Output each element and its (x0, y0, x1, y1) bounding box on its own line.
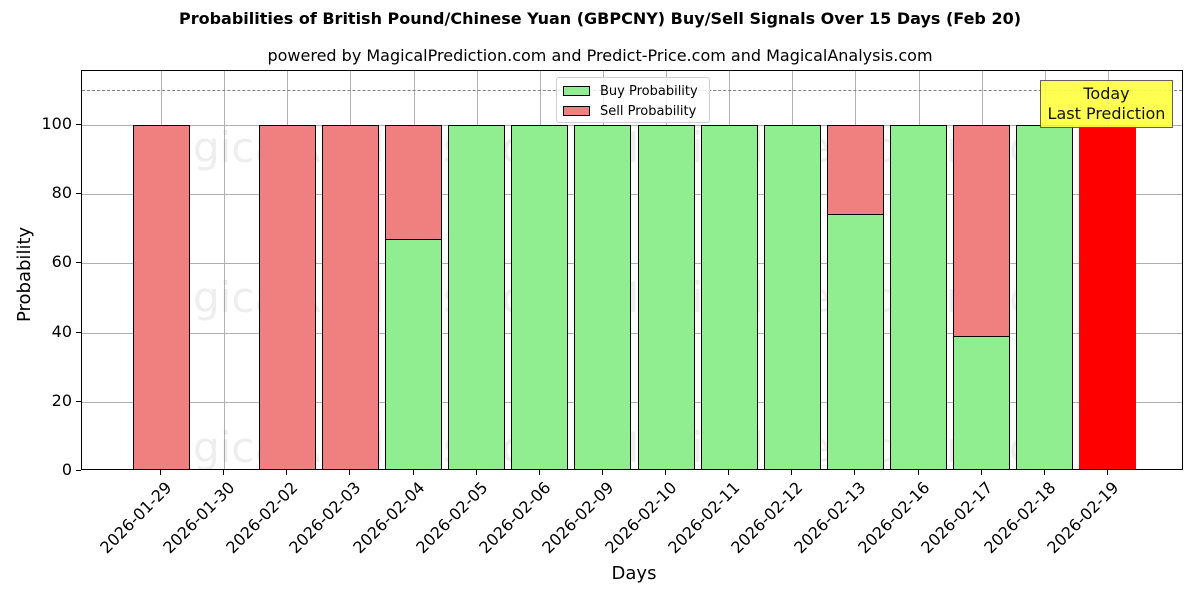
y-tick-mark (76, 331, 81, 333)
legend: Buy Probability Sell Probability (556, 77, 710, 123)
y-tick-mark (76, 262, 81, 264)
x-tick-mark (349, 470, 351, 475)
x-tick-mark (160, 470, 161, 475)
chart-title: Probabilities of British Pound/Chinese Y… (178, 9, 1022, 28)
bar-buy-segment (574, 124, 632, 469)
buy-swatch-icon (563, 86, 590, 96)
bar-sell-segment (826, 124, 884, 215)
x-tick-mark (917, 470, 919, 475)
y-tick-label: 20 (51, 390, 72, 410)
bar-sell-segment (132, 124, 190, 469)
annotation-line-1: Today (1083, 84, 1130, 103)
bar-buy-segment (1016, 124, 1074, 469)
legend-buy-label: Buy Probability (600, 83, 698, 99)
legend-item-buy: Buy Probability (563, 83, 698, 99)
bar-buy-segment (700, 124, 758, 469)
y-tick-mark (76, 193, 81, 195)
gridline-horizontal (82, 332, 1182, 334)
bar-buy-segment (826, 213, 884, 469)
chart-subtitle: powered by MagicalPrediction.com and Pre… (267, 46, 933, 65)
x-tick-mark (1106, 470, 1108, 475)
x-tick-mark (286, 470, 288, 475)
y-tick-label: 100 (41, 113, 72, 133)
x-tick-mark (854, 470, 856, 475)
today-annotation: Today Last Prediction (1040, 80, 1173, 128)
bar-sell-segment (258, 124, 316, 469)
x-tick-mark (475, 470, 477, 475)
bar-sell-segment (321, 124, 379, 469)
bar-buy-segment (637, 124, 695, 469)
annotation-line-2: Last Prediction (1047, 104, 1166, 123)
x-axis-label: Days (611, 563, 657, 584)
x-tick-mark (601, 470, 603, 475)
bar-buy-segment (763, 124, 821, 469)
bar-buy-segment (385, 239, 443, 469)
bar-sell-segment (385, 124, 443, 241)
x-tick-mark (538, 470, 540, 475)
gridline-horizontal (82, 401, 1182, 403)
legend-sell-label: Sell Probability (600, 103, 697, 119)
sell-swatch-icon (563, 106, 590, 116)
bar-buy-segment (953, 336, 1011, 469)
x-tick-mark (728, 470, 730, 475)
y-tick-label: 0 (61, 460, 72, 479)
bar-sell-segment (953, 124, 1011, 338)
y-tick-mark (76, 400, 81, 402)
y-tick-label: 40 (51, 321, 72, 341)
y-tick-mark (76, 123, 81, 125)
x-tick-mark (665, 470, 667, 475)
y-tick-label: 60 (51, 252, 72, 272)
gridline-vertical (224, 71, 226, 469)
y-axis-label: Probability (14, 226, 35, 322)
x-tick-mark (223, 470, 225, 475)
gridline-horizontal (82, 124, 1182, 126)
bar-buy-segment (448, 124, 506, 469)
y-tick-label: 80 (51, 183, 72, 203)
gridline-horizontal (82, 263, 1182, 265)
gridline-horizontal (82, 194, 1182, 196)
y-tick-mark (76, 470, 81, 471)
x-tick-mark (980, 470, 982, 475)
bar-buy-segment (890, 124, 948, 469)
plot-area: MagicalAnalysis.comMagicalPrediction.com… (81, 70, 1183, 470)
x-tick-mark (791, 470, 793, 475)
legend-item-sell: Sell Probability (563, 103, 696, 119)
bar-today (1079, 124, 1137, 469)
x-tick-mark (412, 470, 414, 475)
bar-buy-segment (511, 124, 569, 469)
x-tick-mark (1043, 470, 1045, 475)
